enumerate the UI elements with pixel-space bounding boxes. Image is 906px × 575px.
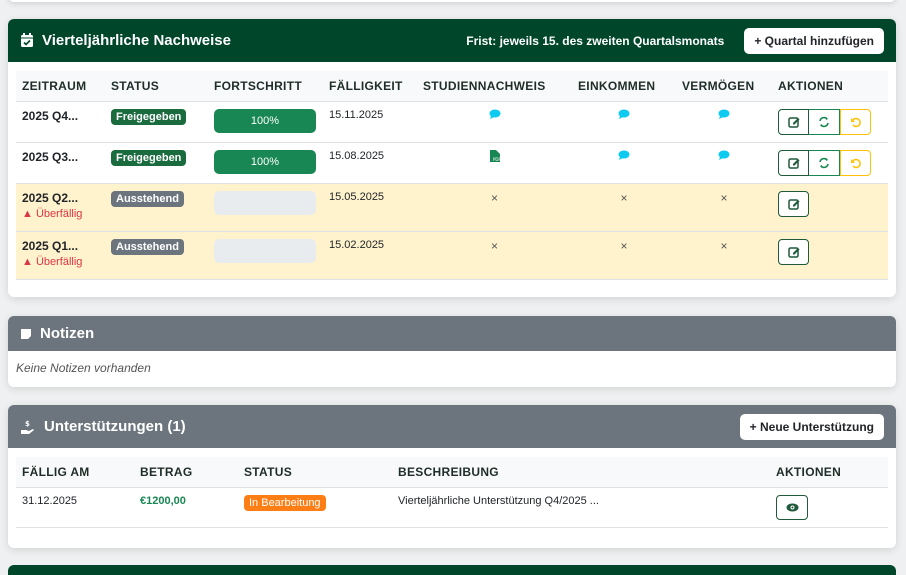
status-badge: Freigegeben — [111, 149, 187, 166]
card-header: Notizen — [8, 316, 896, 351]
due-date: 15.02.2025 — [323, 231, 417, 280]
edit-icon — [787, 116, 799, 128]
card-title: Vierteljährliche Nachweise — [42, 32, 231, 49]
notes-empty-text: Keine Notizen vorhanden — [16, 361, 151, 375]
due-date: 15.11.2025 — [323, 101, 417, 143]
description: Vierteljährliche Unterstützung Q4/2025 .… — [392, 487, 770, 528]
progress-bar: 100% — [214, 108, 316, 133]
card-title: Unterstützungen (1) — [44, 418, 186, 435]
card-title: Notizen — [40, 325, 95, 342]
warning-icon: ▲ — [22, 255, 33, 268]
new-support-button[interactable]: + Neue Unterstützung — [739, 413, 884, 440]
progress-fill: 100% — [214, 149, 316, 174]
deadline-note: Frist: jeweils 15. des zweiten Quartalsm… — [466, 33, 725, 48]
edit-icon — [787, 157, 799, 169]
col-header: EINKOMMEN — [572, 71, 676, 102]
comment-icon[interactable] — [489, 109, 501, 122]
next-card — [8, 565, 896, 575]
status-badge: Freigegeben — [111, 108, 187, 125]
edit-button[interactable] — [778, 238, 809, 265]
card-header: Vierteljährliche Nachweise Frist: jeweil… — [8, 19, 896, 62]
table-row: 2025 Q1... ▲ Überfällig Ausstehend 15.02.… — [16, 231, 888, 280]
overdue-warning: ▲ Überfällig — [22, 255, 83, 268]
table-row: 2025 Q4... Freigegeben 100% 15.11.2025 — [16, 101, 888, 143]
col-header: ZEITRAUM — [16, 71, 105, 102]
due-date: 15.08.2025 — [323, 142, 417, 184]
amount: €1200,00 — [134, 487, 238, 528]
missing-icon: × — [620, 190, 628, 205]
col-header: BETRAG — [134, 457, 238, 488]
status-badge: Ausstehend — [111, 238, 184, 255]
card-header: $ Unterstützungen (1) + Neue Unterstützu… — [8, 405, 896, 448]
comment-icon[interactable] — [618, 109, 630, 122]
col-header: FÄLLIG AM — [16, 457, 134, 488]
view-button[interactable] — [776, 494, 808, 520]
undo-button[interactable] — [840, 108, 871, 135]
progress-bar — [214, 190, 316, 215]
add-quarter-button[interactable]: + Quartal hinzufügen — [744, 27, 884, 54]
previous-card — [8, 0, 896, 2]
due-date: 31.12.2025 — [16, 487, 134, 528]
overdue-warning: ▲ Überfällig — [22, 207, 83, 220]
period: 2025 Q1... — [22, 238, 79, 253]
hand-holding-dollar-icon: $ — [20, 419, 36, 435]
col-header: FORTSCHRITT — [208, 71, 323, 102]
comment-icon[interactable] — [718, 150, 730, 163]
undo-icon — [850, 158, 861, 168]
undo-button[interactable] — [840, 149, 871, 176]
missing-icon: × — [720, 190, 728, 205]
sticky-note-icon — [20, 328, 32, 340]
col-header: AKTIONEN — [770, 457, 888, 488]
refresh-button[interactable] — [809, 108, 840, 135]
col-header: STATUS — [238, 457, 392, 488]
comment-icon[interactable] — [718, 109, 730, 122]
svg-text:PDF: PDF — [493, 157, 500, 162]
quarterly-table: ZEITRAUM STATUS FORTSCHRITT FÄLLIGKEIT S… — [16, 71, 888, 280]
missing-icon: × — [490, 238, 498, 253]
progress-bar — [214, 238, 316, 263]
missing-icon: × — [720, 238, 728, 253]
pdf-file-icon[interactable]: PDF — [489, 149, 501, 165]
period: 2025 Q2... — [22, 190, 79, 205]
missing-icon: × — [620, 238, 628, 253]
col-header: STUDIENNACHWEIS — [417, 71, 572, 102]
col-header: VERMÖGEN — [676, 71, 772, 102]
edit-button[interactable] — [778, 190, 809, 217]
support-table: FÄLLIG AM BETRAG STATUS BESCHREIBUNG AKT… — [16, 457, 888, 528]
progress-bar: 100% — [214, 149, 316, 174]
edit-icon — [787, 198, 799, 210]
table-row: 31.12.2025 €1200,00 In Bearbeitung Viert… — [16, 487, 888, 528]
col-header: BESCHREIBUNG — [392, 457, 770, 488]
status-badge: Ausstehend — [111, 190, 184, 207]
calendar-check-icon — [20, 33, 34, 48]
refresh-button[interactable] — [809, 149, 840, 176]
refresh-icon — [819, 116, 829, 127]
edit-button[interactable] — [778, 108, 809, 135]
support-card: $ Unterstützungen (1) + Neue Unterstützu… — [8, 405, 896, 548]
eye-icon — [786, 503, 798, 511]
col-header: AKTIONEN — [772, 71, 888, 102]
quarterly-proofs-card: Vierteljährliche Nachweise Frist: jeweil… — [8, 19, 896, 297]
notes-card: Notizen Keine Notizen vorhanden — [8, 316, 896, 387]
warning-icon: ▲ — [22, 207, 33, 220]
refresh-icon — [819, 157, 829, 168]
progress-fill: 100% — [214, 108, 316, 133]
edit-button[interactable] — [778, 149, 809, 176]
svg-text:$: $ — [25, 420, 30, 428]
period: 2025 Q3... — [22, 149, 79, 164]
col-header: FÄLLIGKEIT — [323, 71, 417, 102]
comment-icon[interactable] — [618, 150, 630, 163]
status-badge: In Bearbeitung — [244, 494, 326, 511]
period: 2025 Q4... — [22, 108, 79, 123]
undo-icon — [850, 117, 861, 127]
missing-icon: × — [490, 190, 498, 205]
due-date: 15.05.2025 — [323, 183, 417, 232]
edit-icon — [787, 246, 799, 258]
table-row: 2025 Q2... ▲ Überfällig Ausstehend 15.05.… — [16, 183, 888, 232]
table-row: 2025 Q3... Freigegeben 100% 15.08.2025 P… — [16, 142, 888, 184]
col-header: STATUS — [105, 71, 208, 102]
